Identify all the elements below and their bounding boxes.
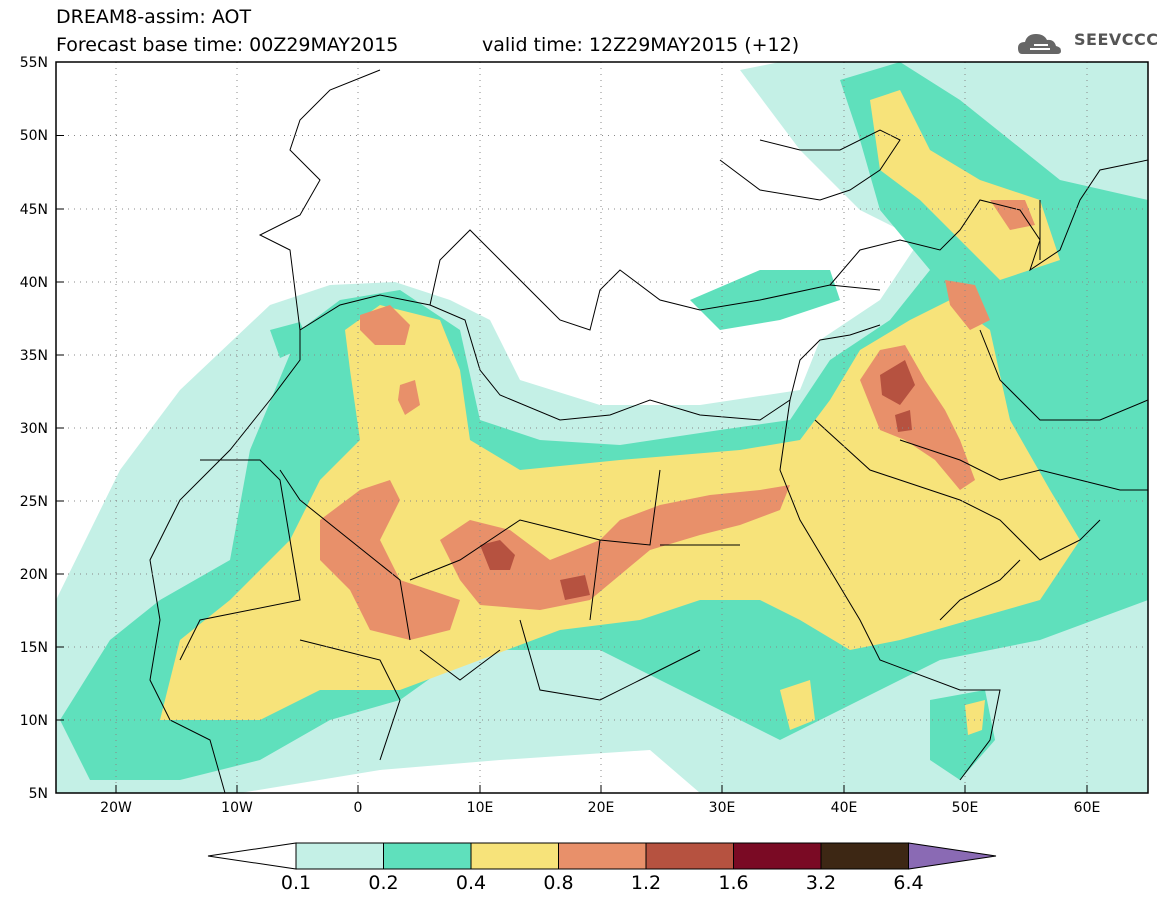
colorbar-over-triangle <box>908 842 997 870</box>
colorbar-label: 0.1 <box>280 872 312 894</box>
forecast-base-time: Forecast base time: 00Z29MAY2015 <box>56 34 399 56</box>
colorbar-label: 0.4 <box>455 872 487 894</box>
lon-label: 20W <box>100 800 132 816</box>
lat-label: 40N <box>20 275 48 291</box>
lon-label: 60E <box>1074 800 1101 816</box>
map-title: DREAM8-assim: AOT <box>56 6 252 28</box>
lat-label: 15N <box>20 640 48 656</box>
lon-label: 40E <box>831 800 858 816</box>
colorbar-segment <box>295 842 384 870</box>
colorbar-label: 0.2 <box>368 872 399 894</box>
lat-label: 25N <box>20 494 48 510</box>
colorbar-segment <box>645 842 734 870</box>
valid-time: valid time: 12Z29MAY2015 (+12) <box>482 34 800 56</box>
colorbar-label: 3.2 <box>805 872 837 894</box>
lat-label: 55N <box>20 55 48 71</box>
colorbar-label: 6.4 <box>893 872 924 894</box>
lon-label: 10E <box>467 800 494 816</box>
lat-label: 5N <box>29 786 48 802</box>
lat-label: 45N <box>20 202 48 218</box>
lon-label: 30E <box>709 800 736 816</box>
lon-label: 0 <box>354 800 363 816</box>
colorbar-label: 1.2 <box>630 872 662 894</box>
lat-label: 30N <box>20 421 48 437</box>
lon-label: 50E <box>952 800 979 816</box>
colorbar-label: 0.8 <box>543 872 574 894</box>
lon-label: 20E <box>588 800 615 816</box>
colorbar <box>207 842 997 870</box>
lat-label: 20N <box>20 567 48 583</box>
lat-label: 35N <box>20 348 48 364</box>
colorbar-segment <box>820 842 909 870</box>
lon-label: 10W <box>221 800 253 816</box>
colorbar-segment <box>733 842 822 870</box>
graticule <box>56 62 1148 793</box>
colorbar-segment <box>558 842 647 870</box>
colorbar-label: 1.6 <box>718 872 749 894</box>
cloud-logo-icon <box>1018 34 1061 54</box>
logo-text: SEEVCCC <box>1074 30 1159 49</box>
lat-label: 10N <box>20 713 48 729</box>
colorbar-under-triangle <box>207 842 297 870</box>
colorbar-segment <box>383 842 472 870</box>
lat-label: 50N <box>20 128 48 144</box>
colorbar-segment <box>470 842 559 870</box>
